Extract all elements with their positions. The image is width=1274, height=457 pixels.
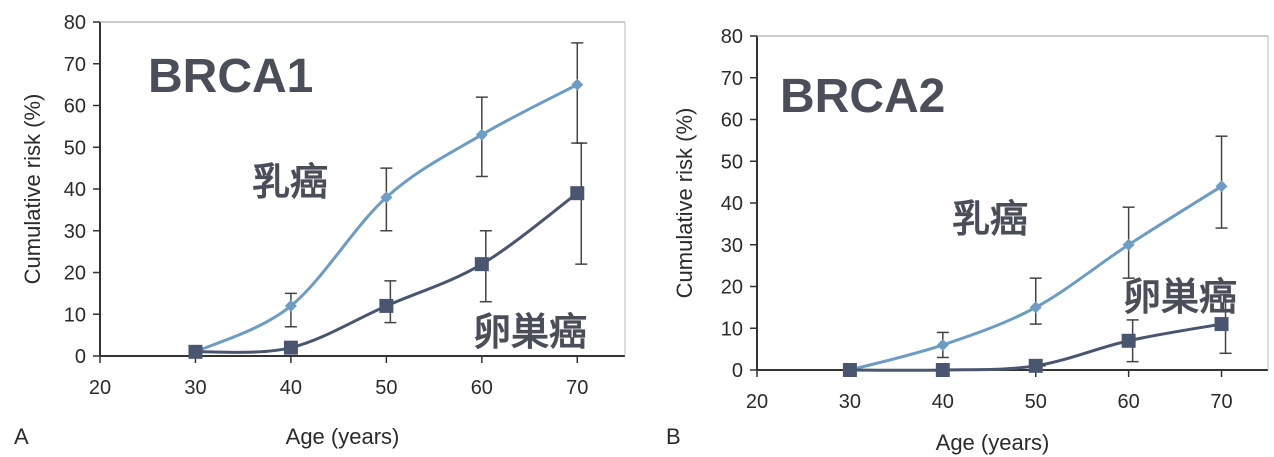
x-tick-label: 50 (375, 377, 397, 399)
y-tick-label: 80 (64, 12, 86, 34)
data-point-diamond (284, 299, 297, 312)
data-point-diamond (1029, 301, 1042, 314)
data-point-diamond (1215, 180, 1228, 193)
series-label: 乳癌 (252, 160, 328, 204)
x-tick-label: 70 (566, 377, 588, 399)
y-axis-title: Cumulative risk (%) (20, 94, 45, 285)
data-point-diamond (936, 338, 949, 351)
data-point-diamond (380, 191, 393, 204)
y-tick-label: 60 (64, 96, 86, 118)
data-point-square (1214, 317, 1229, 332)
x-tick-label: 40 (932, 391, 954, 413)
data-point-square (379, 298, 394, 313)
y-tick-label: 50 (721, 151, 743, 173)
x-tick-label: 20 (746, 391, 768, 413)
y-tick-label: 80 (721, 26, 743, 48)
series-1 (188, 142, 588, 359)
y-tick-label: 30 (64, 221, 86, 243)
data-point-square (1028, 358, 1043, 373)
x-tick-label: 70 (1210, 391, 1232, 413)
series-label: 乳癌 (952, 197, 1028, 241)
x-tick-label: 20 (89, 377, 111, 399)
data-point-square (570, 186, 585, 201)
x-axis-title: Age (years) (286, 424, 400, 449)
data-point-square (842, 363, 857, 377)
x-tick-label: 60 (471, 377, 493, 399)
x-axis-title: Age (years) (936, 430, 1050, 455)
y-tick-label: 10 (64, 304, 86, 326)
y-tick-label: 10 (721, 318, 743, 340)
y-tick-label: 20 (721, 277, 743, 299)
data-point-square (1121, 333, 1136, 348)
chart-panel-B: 0 10 20 30 40 50 60 70 80 20 30 40 50 60 70 Age (years)… (666, 26, 1269, 455)
series-0 (843, 135, 1228, 376)
data-point-square (283, 340, 298, 355)
x-tick-label: 30 (839, 391, 861, 413)
y-axis-title: Cumulative risk (%) (672, 108, 697, 299)
data-point-square (935, 363, 950, 377)
y-tick-label: 0 (75, 346, 86, 368)
y-tick-label: 70 (64, 54, 86, 76)
chart-panel-A: 0 10 20 30 40 50 60 70 80 20 30 40 50 60 70 Age (years)… (14, 12, 626, 449)
chart-title: BRCA1 (148, 50, 313, 103)
y-tick-label: 60 (721, 110, 743, 132)
y-tick-label: 40 (64, 179, 86, 201)
y-tick-label: 70 (721, 68, 743, 90)
series-0 (189, 42, 584, 358)
series-label: 卵巣癌 (473, 310, 587, 354)
x-tick-label: 30 (184, 377, 206, 399)
series-1 (842, 294, 1232, 377)
data-point-square (474, 257, 489, 272)
data-point-diamond (1122, 238, 1135, 251)
y-tick-label: 20 (64, 263, 86, 285)
y-tick-label: 0 (732, 360, 743, 382)
panel-label: B (666, 424, 681, 449)
x-tick-label: 60 (1118, 391, 1140, 413)
series-label: 卵巣癌 (1123, 275, 1237, 319)
data-point-diamond (475, 128, 488, 141)
x-tick-label: 50 (1025, 391, 1047, 413)
chart-title: BRCA2 (780, 70, 945, 123)
y-tick-label: 40 (721, 193, 743, 215)
data-point-diamond (571, 78, 584, 91)
data-point-square (188, 344, 203, 359)
y-tick-label: 50 (64, 137, 86, 159)
x-tick-label: 40 (280, 377, 302, 399)
panel-label: A (14, 424, 29, 449)
y-tick-label: 30 (721, 235, 743, 257)
